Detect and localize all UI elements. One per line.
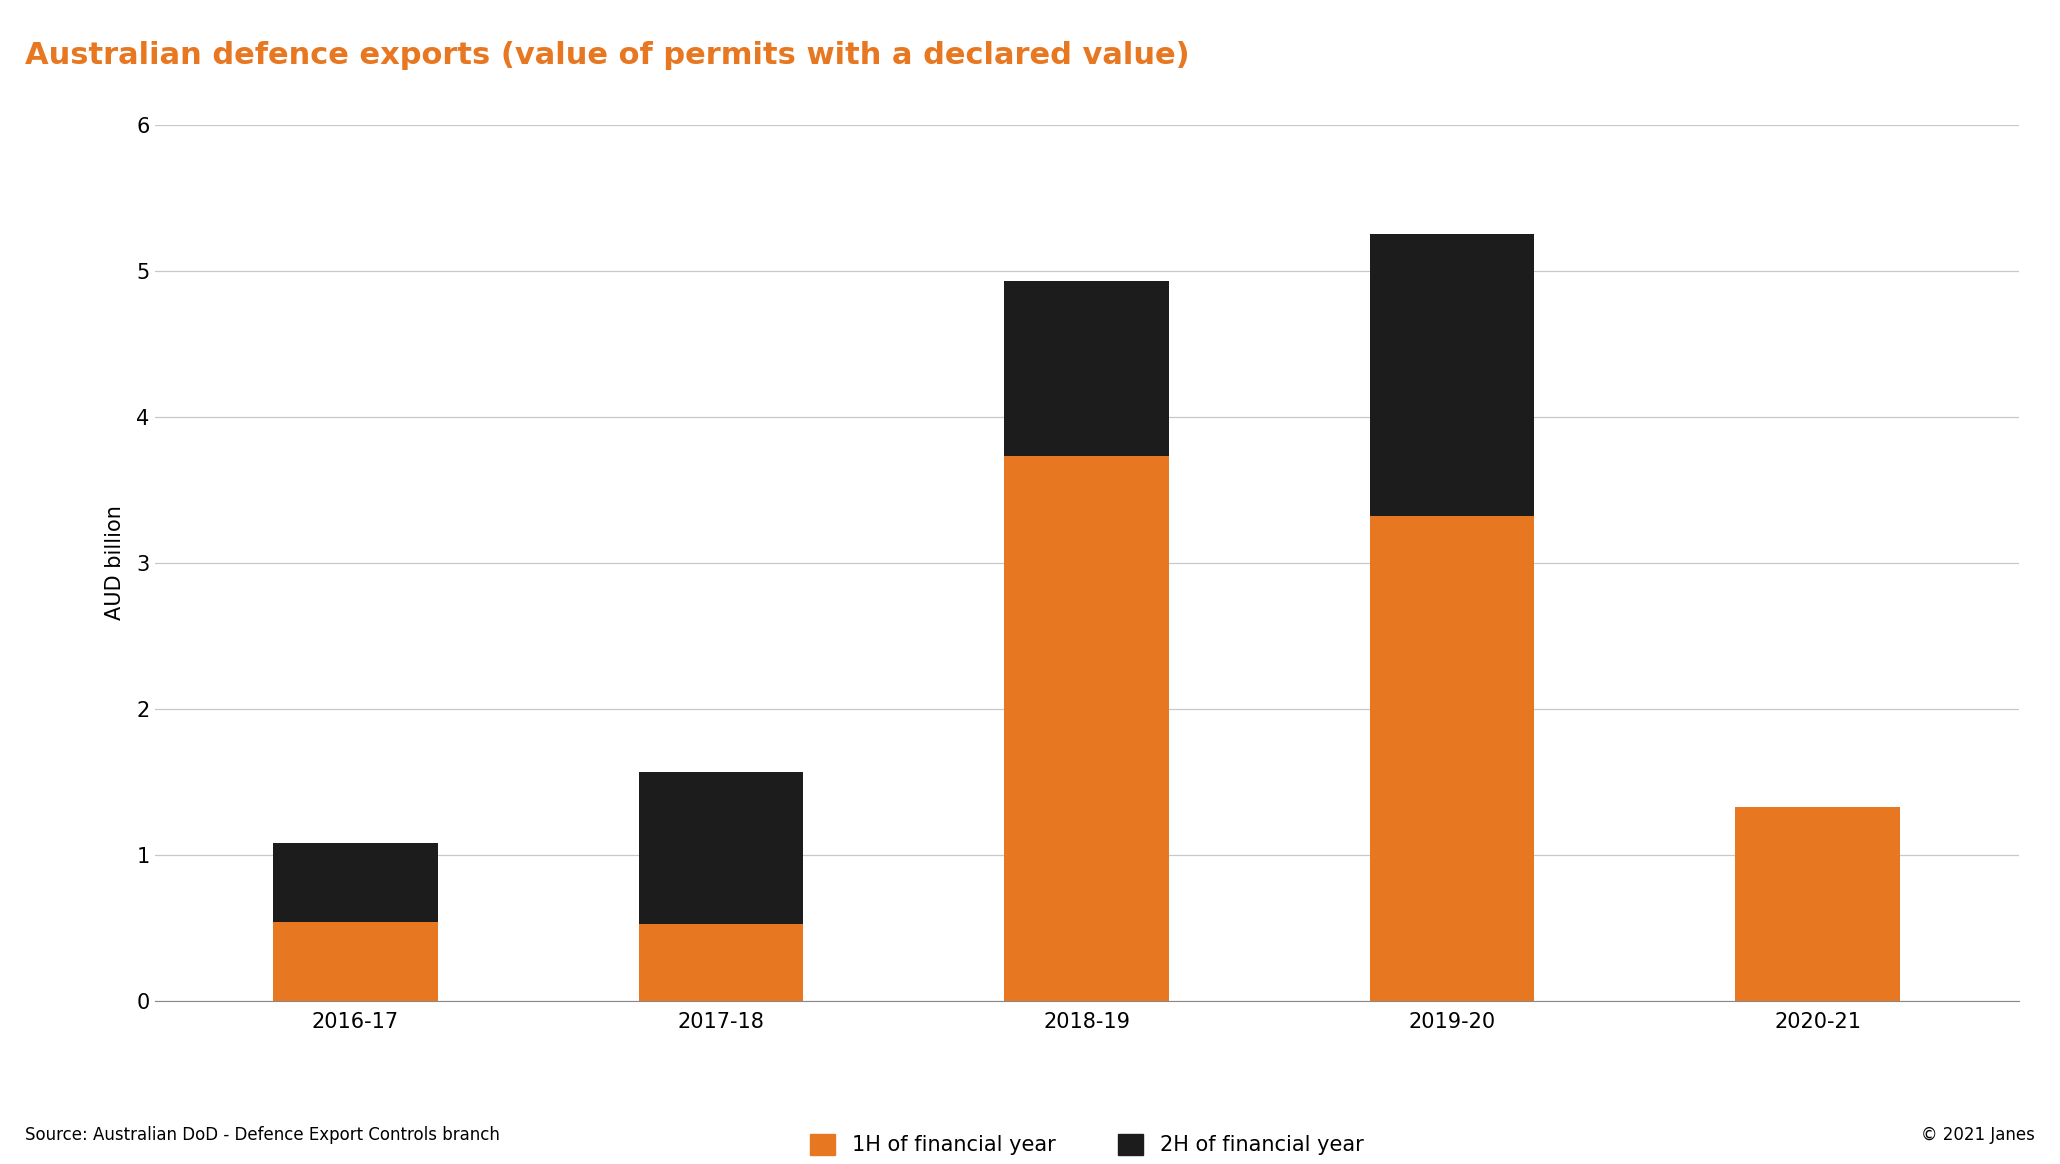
Text: © 2021 Janes: © 2021 Janes bbox=[1922, 1127, 2035, 1144]
Bar bbox=[1370, 516, 1535, 1001]
Bar bbox=[639, 923, 803, 1001]
Bar bbox=[639, 772, 803, 923]
Y-axis label: AUD billion: AUD billion bbox=[105, 505, 126, 620]
Bar bbox=[274, 843, 439, 922]
Bar bbox=[274, 922, 439, 1001]
Text: Source: Australian DoD - Defence Export Controls branch: Source: Australian DoD - Defence Export … bbox=[25, 1127, 501, 1144]
Legend: 1H of financial year, 2H of financial year: 1H of financial year, 2H of financial ye… bbox=[801, 1126, 1372, 1164]
Bar bbox=[1005, 456, 1168, 1001]
Bar bbox=[1735, 807, 1899, 1001]
Text: Australian defence exports (value of permits with a declared value): Australian defence exports (value of per… bbox=[25, 41, 1189, 70]
Bar bbox=[1370, 234, 1535, 516]
Bar bbox=[1005, 281, 1168, 456]
